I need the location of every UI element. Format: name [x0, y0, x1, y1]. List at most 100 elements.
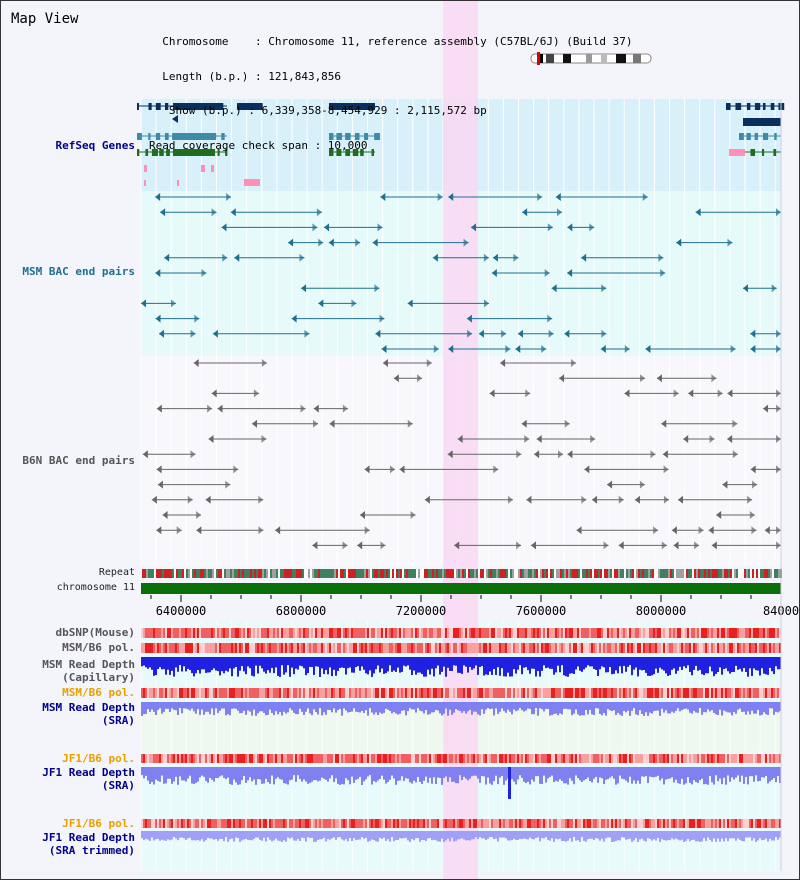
- msm-b6-pol-cell: [765, 643, 767, 653]
- jf1-sra-depth-bar: [611, 767, 613, 777]
- pair-end-left: [661, 419, 667, 428]
- msm-sra-depth-bar: [465, 702, 467, 714]
- jf1-sra-depth-bar: [757, 767, 759, 782]
- jf1-b6-pol-cell: [171, 819, 173, 828]
- track-label-msm-b6-pol-2[interactable]: MSM/B6 pol.: [62, 686, 135, 699]
- msm-sra-depth-bar: [771, 702, 773, 709]
- track-label-msm-read-sra-1[interactable]: MSM Read Depth: [42, 701, 135, 714]
- jf1-sra-depth-bar: [639, 767, 641, 784]
- repeat-mark: [282, 569, 284, 578]
- jf1-sra-depth-bar: [227, 767, 229, 778]
- msm-b6-pol-cell: [419, 688, 421, 698]
- msm-b6-pol-cell: [143, 688, 145, 698]
- msm-b6-pol-cell: [421, 643, 423, 653]
- msm-sra-depth-bar: [207, 702, 209, 712]
- msm-b6-pol-cell: [437, 688, 439, 698]
- jf1-sra-depth-bar: [523, 767, 525, 782]
- dbsnp-cell: [779, 628, 781, 638]
- msm-sra-depth-bar: [679, 702, 681, 712]
- msm-b6-pol-cell: [519, 643, 521, 653]
- dbsnp-cell: [519, 628, 521, 638]
- dbsnp-cell: [509, 628, 511, 638]
- track-label-msm-bac[interactable]: MSM BAC end pairs: [22, 265, 135, 278]
- track-label-jf1-b6-pol-1[interactable]: JF1/B6 pol.: [62, 752, 135, 765]
- jf1-sra-depth-bar: [543, 767, 545, 776]
- msm-b6-pol-cell: [437, 643, 439, 653]
- jf1-b6-pol-cell: [681, 754, 683, 763]
- b6n-bac-pair: [671, 526, 704, 535]
- msm-capillary-depth-bar: [409, 657, 411, 670]
- msm-bac-pair: [318, 299, 357, 308]
- msm-sra-depth-bar: [681, 702, 683, 711]
- jf1-b6-pol-cell: [197, 819, 199, 828]
- jf1-b6-pol-cell: [149, 754, 151, 763]
- jf1-sra-depth-bar: [689, 767, 691, 783]
- repeat-mark: [364, 569, 366, 578]
- msm-sra-depth-bar: [221, 702, 223, 709]
- jf1-sra-depth-bar: [553, 767, 555, 783]
- repeat-mark: [710, 569, 712, 578]
- repeat-mark: [680, 569, 682, 578]
- dbsnp-cell: [315, 628, 317, 638]
- msm-b6-pol-cell: [339, 688, 341, 698]
- jf1-b6-pol-cell: [227, 819, 229, 828]
- pair-end-right: [211, 208, 217, 217]
- msm-sra-depth-bar: [423, 702, 425, 714]
- jf1-b6-pol-cell: [283, 819, 285, 828]
- jf1-sra-depth-bar: [473, 767, 475, 776]
- track-label-dbsnp[interactable]: dbSNP(Mouse): [55, 626, 135, 639]
- jf1-trimmed-depth-bar: [431, 831, 433, 841]
- jf1-b6-pol-cell: [695, 819, 697, 828]
- dbsnp-cell: [619, 628, 621, 638]
- msm-b6-pol-cell: [441, 643, 443, 653]
- dbsnp-cell: [245, 628, 247, 638]
- msm-capillary-depth-bar: [433, 657, 435, 677]
- msm-b6-pol-cell: [435, 643, 437, 653]
- msm-bac-pair: [600, 345, 630, 353]
- track-label-jf1-read-trim-1[interactable]: JF1 Read Depth: [42, 831, 135, 844]
- msm-capillary-depth-bar: [177, 657, 179, 672]
- repeat-mark: [688, 569, 690, 578]
- track-label-jf1-read-sra-1[interactable]: JF1 Read Depth: [42, 766, 135, 779]
- jf1-sra-depth-bar: [367, 767, 369, 777]
- jf1-b6-pol-cell: [213, 819, 215, 828]
- msm-capillary-depth-bar: [211, 657, 213, 671]
- msm-sra-depth-bar: [735, 702, 737, 714]
- repeat-mark: [600, 569, 602, 578]
- msm-capillary-depth-bar: [413, 657, 415, 671]
- msm-b6-pol-cell: [329, 688, 331, 698]
- msm-b6-pol-cell: [509, 643, 511, 653]
- jf1-b6-pol-cell: [497, 819, 499, 828]
- msm-sra-depth-bar: [561, 702, 563, 715]
- msm-b6-pol-cell: [283, 643, 285, 653]
- track-label-b6n-bac[interactable]: B6N BAC end pairs: [22, 454, 135, 467]
- gene-exon: [336, 149, 342, 156]
- jf1-trimmed-depth-bar: [483, 831, 485, 839]
- track-label-refseq[interactable]: RefSeq Genes: [55, 139, 135, 152]
- jf1-b6-pol-cell: [657, 754, 659, 763]
- dbsnp-cell: [653, 628, 655, 638]
- track-label-jf1-b6-pol-2[interactable]: JF1/B6 pol.: [62, 817, 135, 830]
- jf1-b6-pol-cell: [447, 754, 449, 763]
- pair-end-right: [661, 541, 667, 550]
- repeat-mark: [292, 569, 294, 578]
- msm-b6-pol-cell: [729, 688, 731, 698]
- jf1-sra-depth-bar: [767, 767, 769, 784]
- msm-capillary-depth-bar: [221, 657, 223, 672]
- msm-capillary-depth-bar: [361, 657, 363, 667]
- track-label-msm-b6-pol-1[interactable]: MSM/B6 pol.: [62, 641, 135, 654]
- jf1-trimmed-depth-bar: [759, 831, 761, 839]
- jf1-b6-pol-cell: [389, 819, 391, 828]
- msm-b6-pol-cell: [317, 643, 319, 653]
- jf1-b6-pol-cell: [585, 754, 587, 763]
- jf1-b6-pol-cell: [339, 819, 341, 828]
- dbsnp-cell: [625, 628, 627, 638]
- msm-capillary-depth-bar: [771, 657, 773, 672]
- msm-b6-pol-cell: [699, 643, 701, 653]
- msm-capillary-depth-bar: [307, 657, 309, 674]
- track-label-msm-read-cap-1[interactable]: MSM Read Depth: [42, 658, 135, 671]
- jf1-sra-depth-bar: [585, 767, 587, 780]
- jf1-b6-pol-cell: [219, 819, 221, 828]
- msm-b6-pol-cell: [259, 688, 261, 698]
